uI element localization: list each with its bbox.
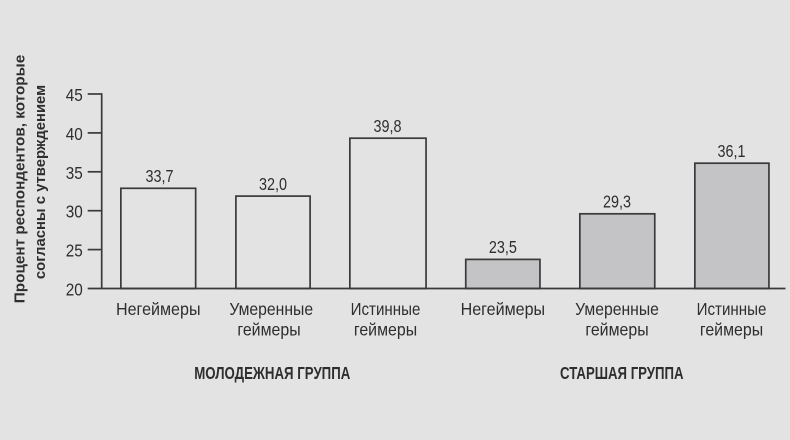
svg-text:геймеры: геймеры [354,320,417,340]
svg-text:согласны с утверждением: согласны с утверждением [32,85,49,279]
svg-text:29,3: 29,3 [603,193,631,211]
svg-text:40: 40 [66,124,83,144]
svg-text:25: 25 [66,240,83,260]
svg-text:Умеренные: Умеренные [575,299,659,319]
svg-text:32,0: 32,0 [259,176,287,194]
svg-text:Истинные: Истинные [351,300,421,319]
svg-text:МОЛОДЕЖНАЯ ГРУППА: МОЛОДЕЖНАЯ ГРУППА [194,364,350,383]
svg-text:Негеймеры: Негеймеры [461,299,546,319]
svg-text:геймеры: геймеры [700,320,763,340]
svg-text:35: 35 [66,163,83,183]
svg-text:геймеры: геймеры [237,320,300,340]
svg-text:Процент респондентов, которые: Процент респондентов, которые [12,55,29,303]
svg-text:Истинные: Истинные [697,300,767,319]
svg-text:СТАРШАЯ ГРУППА: СТАРШАЯ ГРУППА [560,364,683,383]
svg-text:45: 45 [66,85,83,105]
svg-text:23,5: 23,5 [489,239,517,257]
svg-text:Негеймеры: Негеймеры [116,299,201,319]
svg-text:30: 30 [66,202,83,222]
svg-text:20: 20 [66,279,83,299]
svg-text:33,7: 33,7 [146,168,174,186]
svg-text:геймеры: геймеры [585,320,648,340]
svg-text:39,8: 39,8 [374,118,402,136]
svg-text:36,1: 36,1 [718,143,746,161]
svg-text:Умеренные: Умеренные [229,299,313,319]
